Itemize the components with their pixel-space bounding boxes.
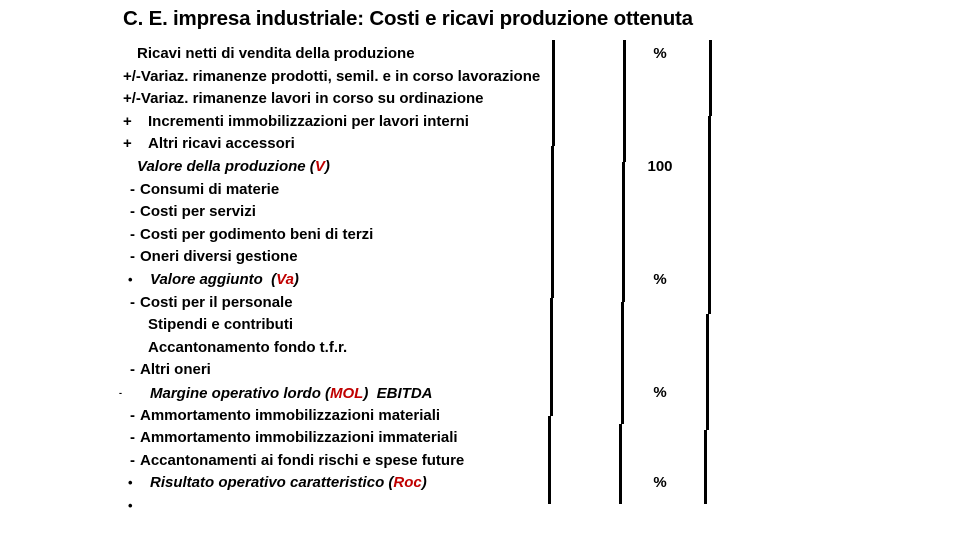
row-label: Oneri diversi gestione bbox=[140, 248, 298, 266]
row-label-highlight: Roc bbox=[393, 474, 422, 492]
row-label: Stipendi e contributi bbox=[148, 316, 293, 334]
row-label-highlight: V bbox=[314, 158, 325, 175]
row-label: Margine operativo lordo ( bbox=[150, 385, 331, 402]
row-bullet: + bbox=[123, 112, 132, 130]
row-label: Risultato operativo caratteristico ( bbox=[150, 474, 394, 492]
row-label: Costi per godimento beni di terzi bbox=[140, 225, 374, 243]
statement-row: - Ammortamento immobilizzazioni materiali bbox=[123, 405, 440, 428]
row-bullet: - bbox=[130, 248, 135, 266]
row-label: Accantonamento fondo t.f.r. bbox=[148, 338, 348, 356]
row-label: Costi per il personale bbox=[140, 293, 293, 311]
statement-row: Stipendi e contributi bbox=[123, 314, 293, 337]
row-label: Ammortamento immobilizzazioni materiali bbox=[140, 406, 441, 424]
row-label: Altri ricavi accessori bbox=[148, 135, 295, 153]
row-label: Altri oneri bbox=[140, 361, 211, 379]
statement-row: +/-Variaz. rimanenze prodotti, semil. e … bbox=[123, 66, 540, 89]
row-value: % bbox=[653, 271, 667, 288]
row-label: Ricavi netti di vendita della produzione bbox=[137, 45, 415, 62]
row-label: Consumi di materie bbox=[140, 180, 280, 198]
row-label: +/-Variaz. rimanenze prodotti, semil. e … bbox=[123, 67, 541, 85]
statement-row: Accantonamento fondo t.f.r. bbox=[123, 337, 347, 360]
row-bullet: - bbox=[130, 203, 135, 221]
row-value: % bbox=[653, 474, 667, 492]
row-label: ) bbox=[293, 271, 299, 288]
row-bullet: - bbox=[130, 429, 135, 447]
statement-row: • Valore aggiunto (Va) bbox=[123, 269, 299, 292]
row-bullet: - bbox=[130, 451, 135, 469]
row-value: % bbox=[653, 45, 667, 62]
row-bullet: - bbox=[130, 225, 135, 243]
row-label-highlight: MOL bbox=[330, 385, 364, 402]
statement-row: - Altri oneri bbox=[123, 359, 211, 382]
statement-row: - Costi per il personale bbox=[123, 292, 293, 315]
row-label-highlight: Va bbox=[276, 271, 294, 288]
statement-row: - Oneri diversi gestione bbox=[123, 246, 298, 269]
row-bullet: • bbox=[128, 498, 133, 513]
statement-row: +/-Variaz. rimanenze lavori in corso su … bbox=[123, 88, 484, 111]
row-bullet: + bbox=[123, 135, 132, 153]
row-label: ) bbox=[324, 158, 330, 175]
row-label: Valore aggiunto ( bbox=[150, 271, 277, 288]
row-bullet: - bbox=[119, 388, 122, 398]
row-bullet: - bbox=[130, 406, 135, 424]
row-bullet: • bbox=[128, 475, 133, 491]
statement-row: - Margine operativo lordo (MOL) EBITDA bbox=[119, 382, 433, 405]
statement-row: - Ammortamento immobilizzazioni immateria… bbox=[123, 427, 458, 450]
statement-row: Ricavi netti di vendita della produzione bbox=[123, 43, 415, 66]
row-bullet: - bbox=[130, 180, 135, 198]
statement-row: Valore della produzione (V) bbox=[123, 156, 330, 179]
row-label: Valore della produzione ( bbox=[137, 158, 315, 175]
statement-row: • Risultato operativo caratteristico (Roc… bbox=[123, 472, 427, 495]
row-label: Costi per servizi bbox=[140, 203, 256, 221]
statement-row: + Altri ricavi accessori bbox=[123, 133, 295, 156]
row-label: Incrementi immobilizzazioni per lavori i… bbox=[148, 112, 469, 130]
slide-title: C. E. impresa industriale: Costi e ricav… bbox=[123, 7, 693, 30]
row-bullet: - bbox=[130, 361, 135, 379]
row-label: ) EBITDA bbox=[363, 385, 433, 402]
row-label: +/-Variaz. rimanenze lavori in corso su … bbox=[123, 90, 484, 108]
row-bullet: - bbox=[130, 293, 135, 311]
row-value: % bbox=[653, 384, 667, 401]
row-label: Accantonamenti ai fondi rischi e spese f… bbox=[140, 451, 465, 469]
statement-row: + Incrementi immobilizzazioni per lavori … bbox=[123, 111, 469, 134]
statement-row: - Consumi di materie bbox=[123, 179, 279, 202]
row-label: ) bbox=[421, 474, 427, 492]
statement-row: - Costi per servizi bbox=[123, 201, 256, 224]
row-value: 100 bbox=[647, 158, 673, 175]
row-label: Ammortamento immobilizzazioni immaterial… bbox=[140, 429, 458, 447]
row-bullet: • bbox=[128, 272, 133, 287]
statement-row: - Accantonamenti ai fondi rischi e spese … bbox=[123, 450, 464, 473]
statement-row: • bbox=[123, 495, 150, 518]
statement-row: - Costi per godimento beni di terzi bbox=[123, 224, 373, 247]
